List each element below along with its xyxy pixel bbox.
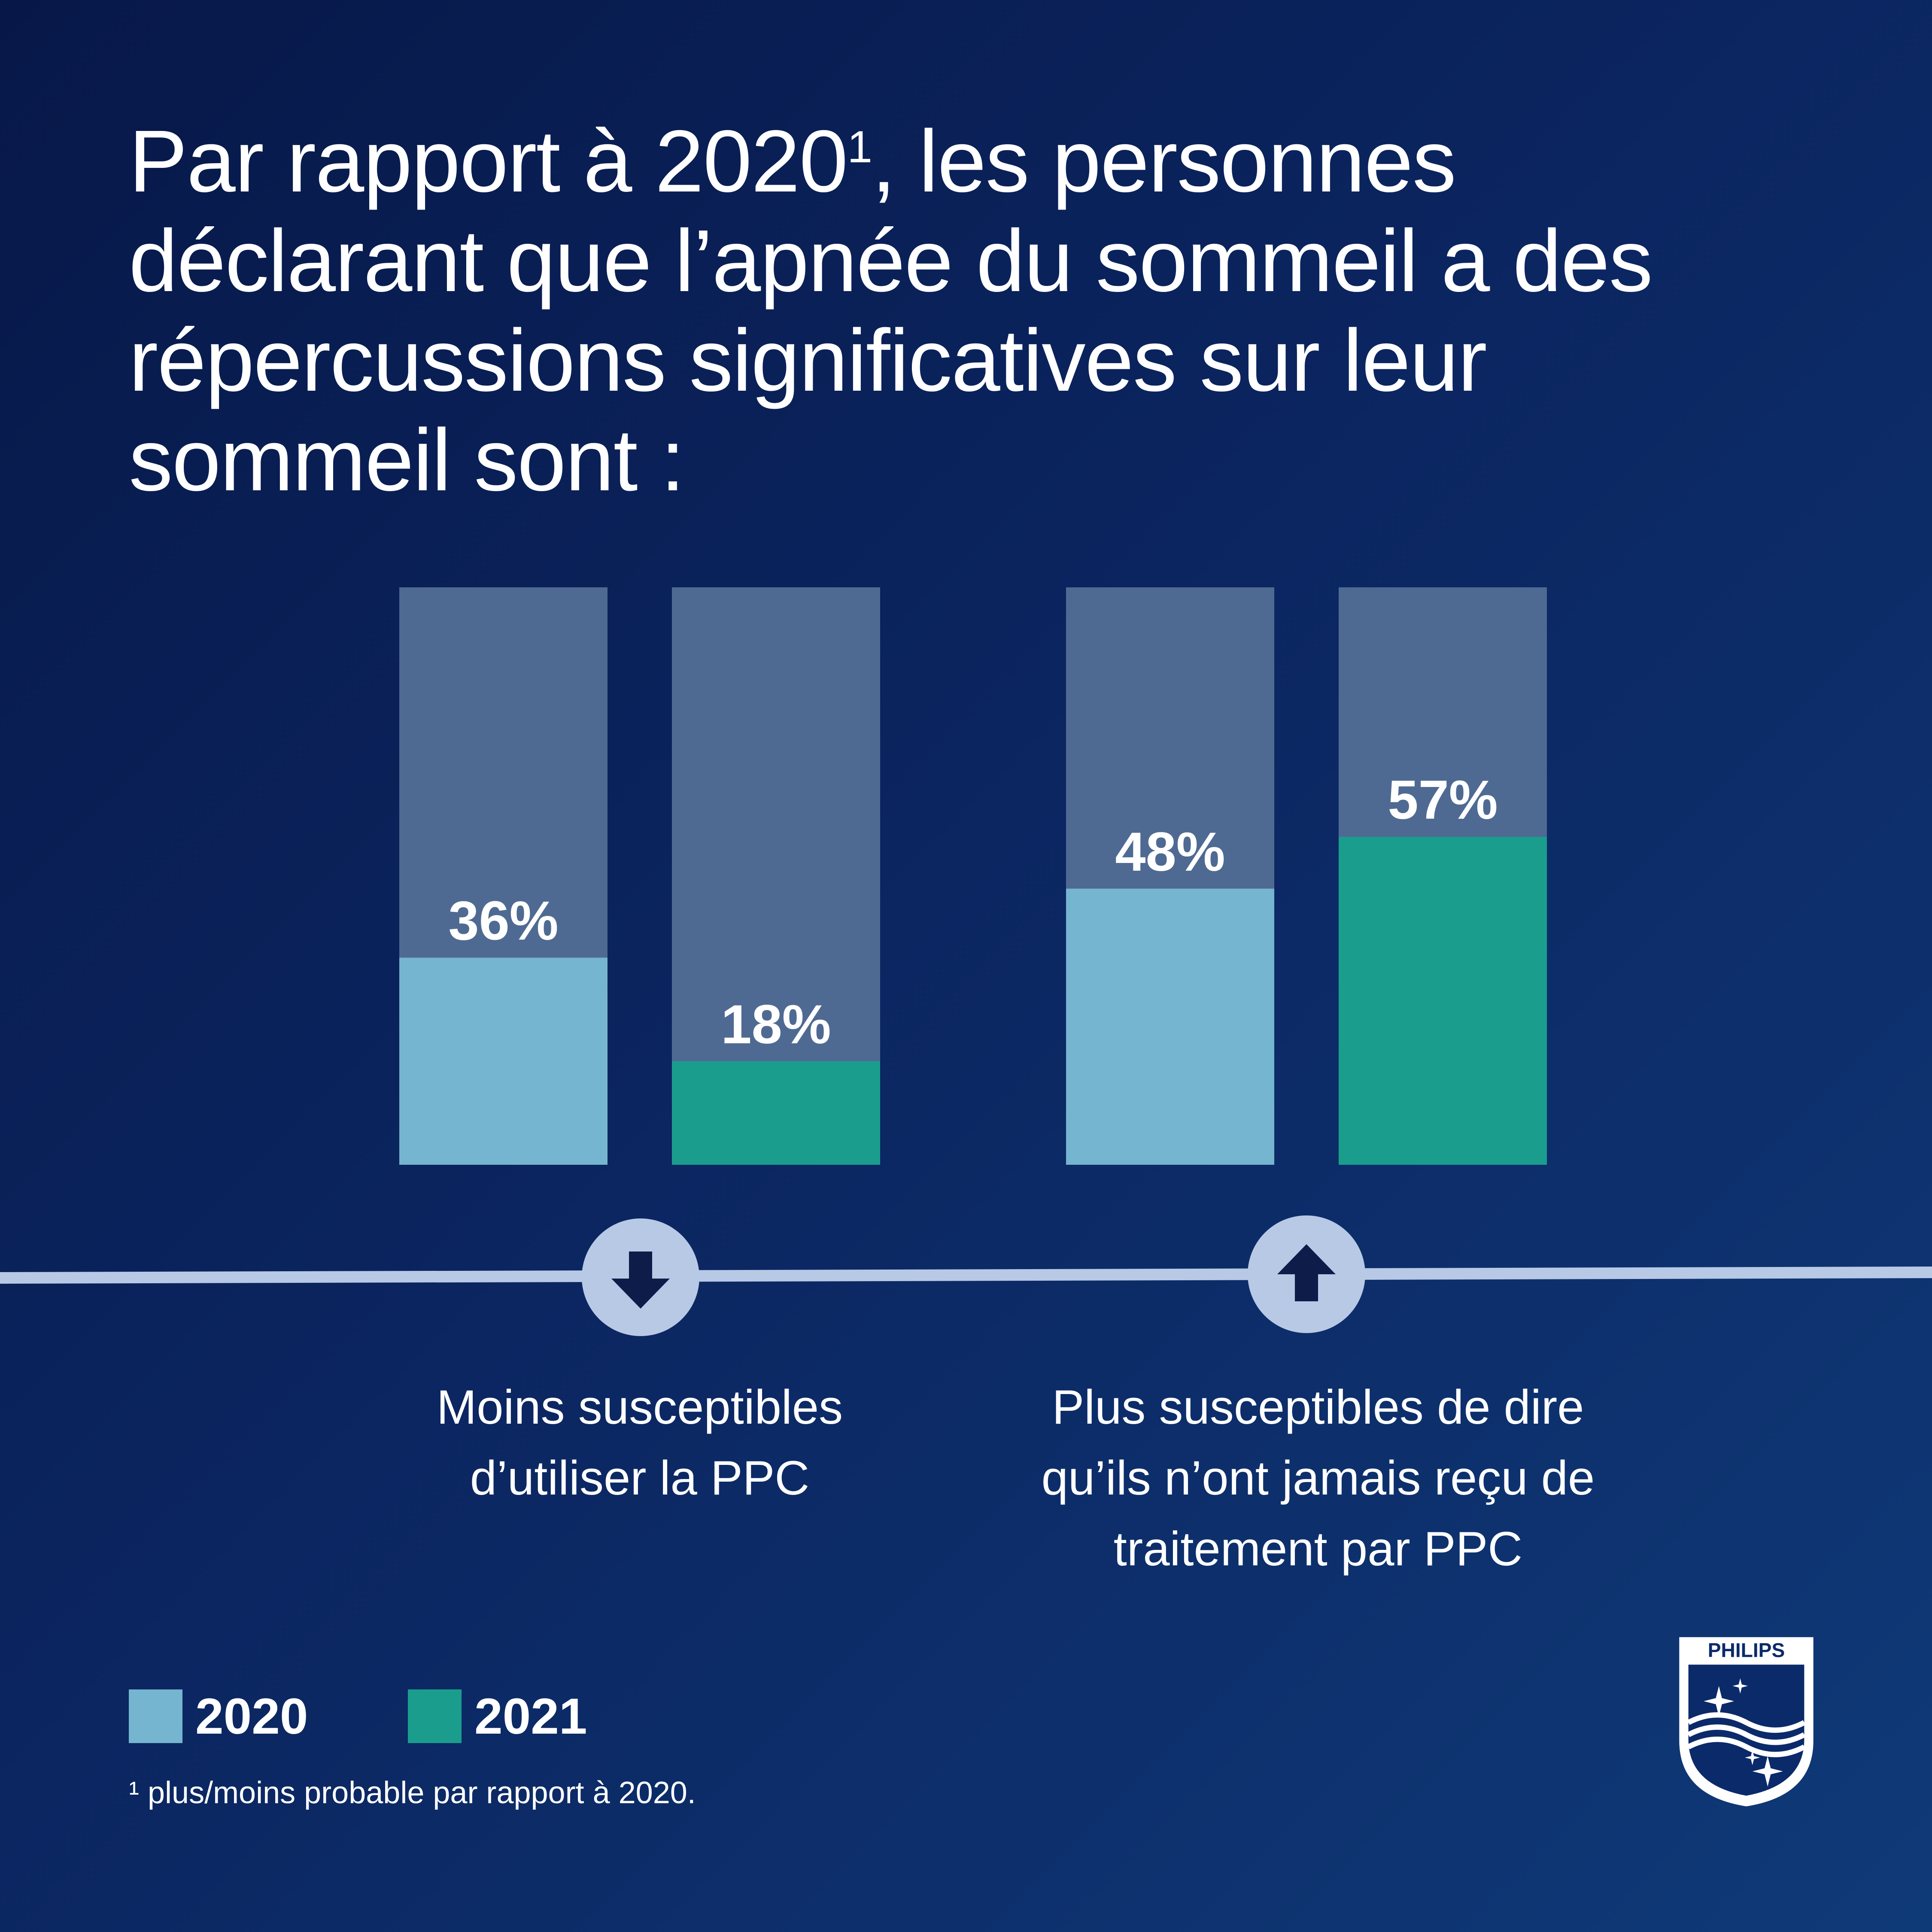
title-text-start: Par rapport à 2020 [129,112,848,210]
legend-item-2021: 2021 [408,1688,587,1745]
caption-line: Moins susceptibles [436,1380,843,1434]
title-text-end: , les personnes déclarant que l’apnée du… [129,112,1653,509]
bar-value-label: 18% [721,994,831,1055]
bars [399,837,1547,1165]
bar-2021-2 [1339,837,1547,1165]
legend-label-2021: 2021 [474,1688,587,1745]
legend-label-2020: 2020 [195,1688,308,1745]
timeline-line [0,1267,1932,1284]
logo-wordmark: PHILIPS [1708,1639,1785,1661]
bar-value-label: 36% [448,890,558,952]
philips-shield-logo: PHILIPS [1679,1637,1814,1807]
bar-2021-1 [672,1061,880,1165]
bar-2020-1 [399,957,608,1165]
arrow-down-icon [582,1218,699,1336]
bar-value-label: 57% [1388,769,1498,831]
legend-item-2020: 2020 [129,1688,308,1745]
group-caption-increase: Plus susceptibles de dire qu’ils n’ont ja… [970,1372,1666,1584]
bar-2020-2 [1066,888,1274,1165]
caption-line: Plus susceptibles de dire [1052,1380,1584,1434]
caption-line: d’utiliser la PPC [470,1451,810,1505]
bar-value-label: 48% [1115,821,1225,883]
caption-line: traitement par PPC [1113,1522,1523,1576]
timeline [0,1215,1932,1336]
title-footnote-marker: 1 [847,122,872,172]
group-caption-decrease: Moins susceptibles d’utiliser la PPC [378,1372,902,1513]
arrow-up-icon [1248,1215,1365,1333]
footnote: ¹ plus/moins probable par rapport à 2020… [129,1776,696,1810]
legend-swatch-2021 [408,1689,462,1743]
legend-swatch-2020 [129,1689,182,1743]
value-labels: 36% 18% 48% 57% [448,769,1498,1055]
caption-line: qu’ils n’ont jamais reçu de [1041,1451,1595,1505]
page-title: Par rapport à 20201, les personnes décla… [129,112,1803,510]
